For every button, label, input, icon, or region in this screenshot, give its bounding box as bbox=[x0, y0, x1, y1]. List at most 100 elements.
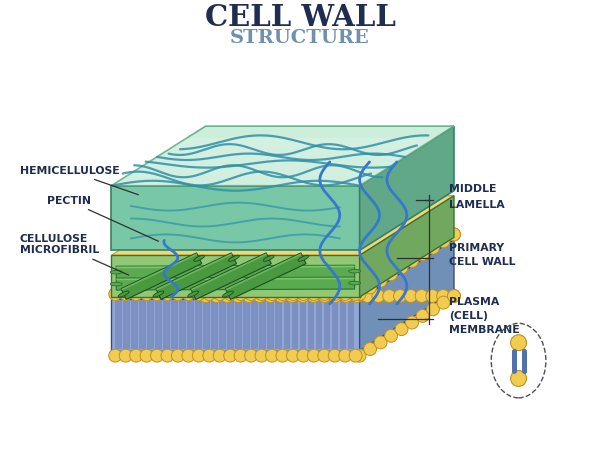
Polygon shape bbox=[172, 301, 178, 349]
Circle shape bbox=[297, 349, 310, 362]
Circle shape bbox=[253, 228, 266, 241]
Circle shape bbox=[119, 349, 132, 362]
Circle shape bbox=[385, 329, 398, 342]
Circle shape bbox=[307, 349, 320, 362]
Circle shape bbox=[213, 288, 226, 301]
Circle shape bbox=[307, 289, 320, 302]
Circle shape bbox=[264, 228, 277, 241]
Circle shape bbox=[448, 228, 460, 241]
Circle shape bbox=[213, 349, 226, 362]
Circle shape bbox=[286, 288, 299, 301]
Polygon shape bbox=[359, 126, 454, 250]
Text: CELL WALL: CELL WALL bbox=[449, 257, 515, 267]
Polygon shape bbox=[163, 301, 170, 349]
Text: PECTIN: PECTIN bbox=[47, 196, 158, 241]
Ellipse shape bbox=[188, 291, 199, 297]
Circle shape bbox=[109, 288, 122, 301]
Polygon shape bbox=[275, 301, 283, 349]
Text: LAMELLA: LAMELLA bbox=[449, 200, 505, 210]
Circle shape bbox=[264, 289, 277, 302]
Polygon shape bbox=[156, 253, 236, 299]
Polygon shape bbox=[359, 196, 454, 297]
Circle shape bbox=[266, 288, 278, 301]
Polygon shape bbox=[251, 301, 259, 349]
Circle shape bbox=[199, 289, 212, 302]
Circle shape bbox=[210, 228, 223, 241]
Circle shape bbox=[232, 228, 244, 241]
Circle shape bbox=[276, 288, 289, 301]
Circle shape bbox=[406, 316, 418, 329]
Polygon shape bbox=[115, 301, 122, 349]
Circle shape bbox=[394, 289, 406, 302]
Circle shape bbox=[245, 288, 257, 301]
Circle shape bbox=[296, 228, 309, 241]
Polygon shape bbox=[123, 301, 130, 349]
Circle shape bbox=[275, 228, 287, 241]
Circle shape bbox=[307, 228, 320, 241]
Circle shape bbox=[339, 288, 352, 301]
Circle shape bbox=[350, 289, 363, 302]
Circle shape bbox=[448, 289, 460, 302]
Circle shape bbox=[416, 310, 429, 322]
Circle shape bbox=[329, 228, 341, 241]
Circle shape bbox=[172, 349, 184, 362]
Polygon shape bbox=[157, 148, 420, 157]
Circle shape bbox=[395, 261, 408, 274]
Polygon shape bbox=[308, 301, 314, 349]
Ellipse shape bbox=[223, 291, 233, 297]
Polygon shape bbox=[111, 299, 359, 351]
Circle shape bbox=[172, 288, 184, 301]
Circle shape bbox=[234, 288, 247, 301]
Polygon shape bbox=[155, 301, 162, 349]
Polygon shape bbox=[211, 301, 218, 349]
Text: STRUCTURE: STRUCTURE bbox=[230, 29, 370, 47]
Circle shape bbox=[224, 288, 236, 301]
Circle shape bbox=[437, 228, 449, 241]
Circle shape bbox=[221, 289, 233, 302]
Polygon shape bbox=[121, 253, 197, 291]
Circle shape bbox=[151, 288, 163, 301]
Polygon shape bbox=[131, 301, 138, 349]
Polygon shape bbox=[191, 253, 271, 299]
Polygon shape bbox=[227, 301, 234, 349]
Circle shape bbox=[404, 289, 417, 302]
Circle shape bbox=[350, 228, 363, 241]
Circle shape bbox=[404, 228, 417, 241]
Circle shape bbox=[242, 228, 255, 241]
Polygon shape bbox=[292, 301, 298, 349]
Circle shape bbox=[109, 349, 122, 362]
Circle shape bbox=[182, 288, 195, 301]
Circle shape bbox=[307, 288, 320, 301]
Circle shape bbox=[353, 349, 366, 362]
Polygon shape bbox=[116, 277, 355, 290]
Circle shape bbox=[406, 254, 418, 267]
Polygon shape bbox=[121, 253, 202, 299]
Circle shape bbox=[374, 336, 387, 349]
Circle shape bbox=[385, 268, 398, 281]
Circle shape bbox=[318, 289, 331, 302]
Polygon shape bbox=[347, 301, 355, 349]
Circle shape bbox=[340, 289, 352, 302]
Circle shape bbox=[511, 335, 527, 351]
Circle shape bbox=[255, 349, 268, 362]
Circle shape bbox=[203, 288, 216, 301]
Polygon shape bbox=[116, 266, 355, 268]
Circle shape bbox=[286, 289, 298, 302]
Circle shape bbox=[286, 349, 299, 362]
Polygon shape bbox=[259, 301, 266, 349]
Circle shape bbox=[286, 228, 298, 241]
Polygon shape bbox=[172, 138, 435, 148]
Circle shape bbox=[372, 228, 385, 241]
Circle shape bbox=[395, 323, 408, 336]
Circle shape bbox=[383, 289, 395, 302]
Circle shape bbox=[328, 288, 341, 301]
Polygon shape bbox=[139, 301, 146, 349]
Polygon shape bbox=[332, 301, 338, 349]
Polygon shape bbox=[268, 301, 274, 349]
Circle shape bbox=[266, 349, 278, 362]
Circle shape bbox=[318, 349, 331, 362]
Circle shape bbox=[349, 288, 362, 301]
Circle shape bbox=[224, 349, 236, 362]
Circle shape bbox=[193, 288, 205, 301]
Polygon shape bbox=[111, 176, 375, 186]
